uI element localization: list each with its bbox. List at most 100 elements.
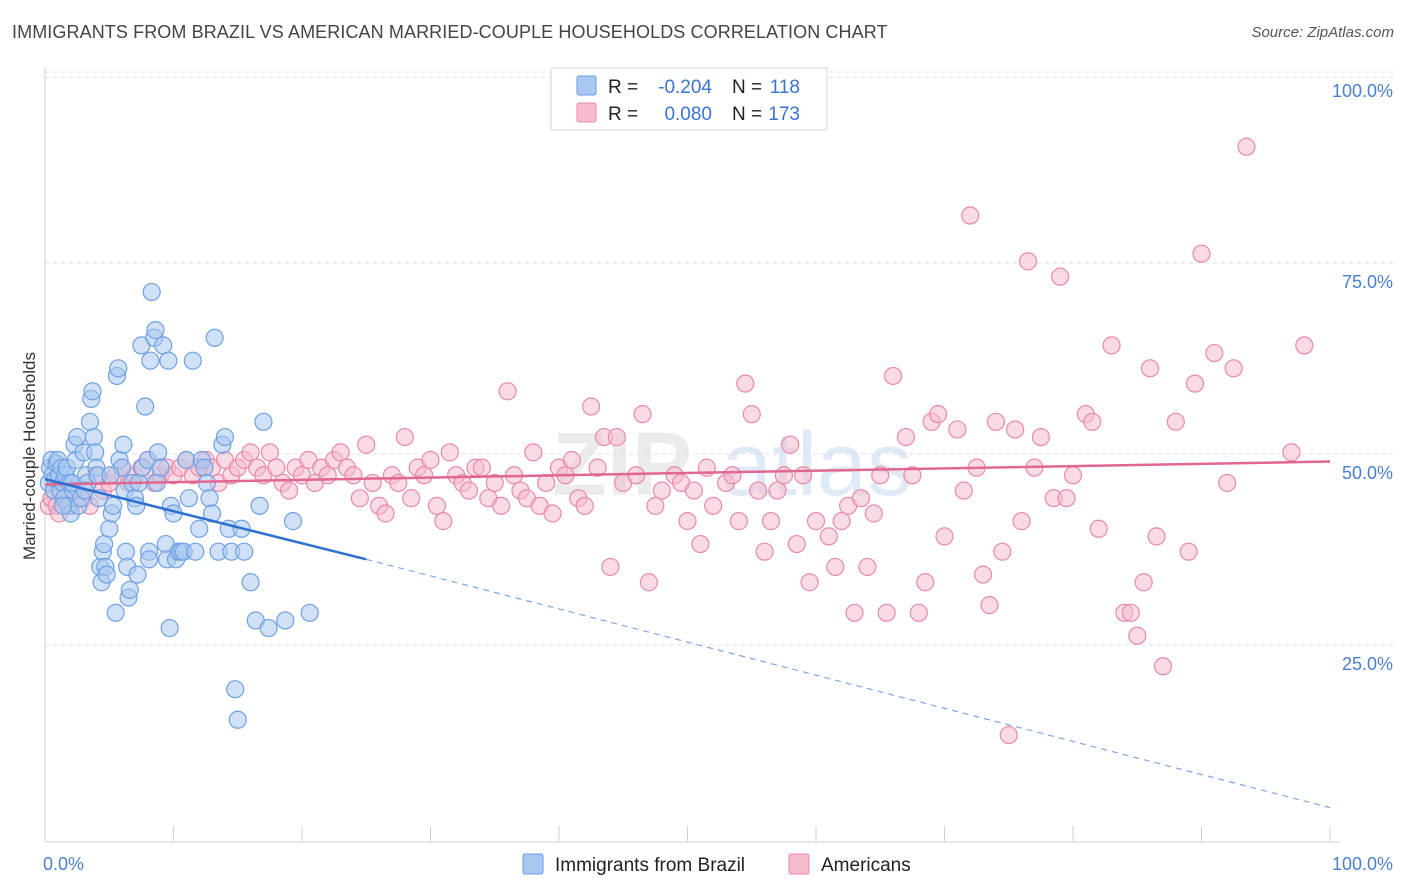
brazil-point (159, 351, 178, 370)
americans-point (1102, 336, 1121, 355)
americans-point (607, 427, 626, 447)
bottom-legend-swatch-americans (788, 853, 810, 875)
americans-point (787, 534, 806, 554)
americans-point (877, 603, 896, 622)
brazil-point (197, 473, 217, 493)
legend-swatch-brazil (576, 75, 597, 96)
brazil-point (104, 496, 123, 515)
americans-point (421, 450, 440, 470)
americans-point (344, 466, 363, 485)
brazil-point (84, 427, 103, 447)
americans-point (1237, 137, 1256, 156)
americans-point (1218, 473, 1237, 493)
chart-title: IMMIGRANTS FROM BRAZIL VS AMERICAN MARRI… (12, 22, 888, 42)
americans-point (954, 481, 973, 500)
bottom-legend-swatch-brazil (522, 853, 544, 875)
bottom-legend: Immigrants from Brazil Americans (522, 853, 911, 876)
americans-point (1153, 657, 1173, 676)
americans-point (1006, 420, 1025, 439)
americans-point (1205, 343, 1224, 363)
americans-point (1185, 374, 1205, 393)
brazil-point (226, 680, 245, 699)
americans-point (871, 466, 890, 485)
brazil-point (235, 542, 254, 561)
brazil-point (146, 321, 165, 340)
legend-r-label-americans: R = (608, 104, 638, 125)
americans-point (781, 435, 800, 454)
americans-point (280, 481, 299, 500)
legend-r-value-brazil: -0.204 (658, 77, 712, 98)
americans-point (999, 725, 1018, 745)
brazil-point (259, 618, 278, 638)
americans-point (1147, 527, 1166, 546)
americans-point (1121, 603, 1140, 622)
americans-point (742, 405, 761, 424)
y-tick-label: 50.0% (1342, 463, 1393, 483)
brazil-point (154, 336, 173, 355)
brazil-point (190, 519, 209, 538)
americans-point (376, 504, 395, 523)
americans-point (1089, 519, 1108, 538)
brazil-point (151, 458, 170, 477)
y-tick-label: 100.0% (1332, 81, 1393, 101)
bottom-legend-label-brazil: Immigrants from Brazil (555, 855, 745, 876)
americans-point (414, 466, 434, 485)
americans-point (1128, 626, 1147, 645)
americans-point (761, 512, 781, 531)
americans-point (524, 443, 543, 462)
americans-point (633, 405, 652, 424)
americans-point (1166, 412, 1185, 431)
legend-n-label-americans: N = (732, 104, 762, 125)
americans-point (485, 473, 504, 493)
brazil-point (160, 618, 179, 638)
americans-point (1295, 336, 1314, 355)
x-tick-label-max: 100.0% (1332, 854, 1393, 874)
brazil-point (116, 542, 136, 561)
americans-point (826, 557, 845, 577)
legend-n-value-americans: 173 (768, 104, 800, 125)
americans-point (331, 443, 350, 462)
brazil-point (179, 489, 199, 508)
brazil-point (276, 611, 295, 630)
chart-source: Source: ZipAtlas.com (1251, 24, 1394, 41)
brazil-point (215, 427, 234, 447)
brazil-point (254, 412, 273, 431)
brazil-point (114, 435, 133, 454)
brazil-point (83, 382, 102, 401)
legend-n-value-brazil: 118 (770, 77, 800, 98)
brazil-point (300, 603, 319, 622)
americans-point (768, 481, 787, 500)
brazil-point (186, 542, 205, 561)
x-tick-label-min: 0.0% (43, 854, 84, 874)
brazil-point (97, 565, 116, 584)
brazil-point (101, 466, 120, 485)
brazil-point (183, 351, 202, 370)
americans-point (318, 466, 337, 485)
americans-point (948, 420, 967, 439)
americans-point (858, 557, 877, 577)
americans-point (459, 481, 479, 500)
legend-box (550, 67, 828, 131)
brazil-point (241, 573, 260, 592)
brazil-point (106, 603, 125, 622)
americans-point (1282, 443, 1301, 462)
brazil-trend-line (44, 477, 367, 561)
y-tick-label: 75.0% (1342, 272, 1393, 292)
americans-point (1224, 359, 1243, 378)
americans-point (883, 366, 903, 386)
americans-point (1012, 512, 1031, 531)
brazil-point (136, 397, 155, 416)
brazil-point (250, 496, 269, 515)
americans-point (1179, 542, 1198, 561)
brazil-point (53, 496, 73, 515)
americans-point (626, 466, 646, 485)
legend-swatch-americans (576, 102, 597, 123)
americans-point (845, 603, 864, 622)
brazil-point (95, 534, 114, 554)
americans-point (543, 504, 562, 523)
americans-point (755, 542, 774, 561)
americans-point (993, 542, 1012, 561)
americans-point (575, 496, 594, 515)
brazil-point (128, 565, 147, 584)
americans-point (864, 504, 883, 523)
